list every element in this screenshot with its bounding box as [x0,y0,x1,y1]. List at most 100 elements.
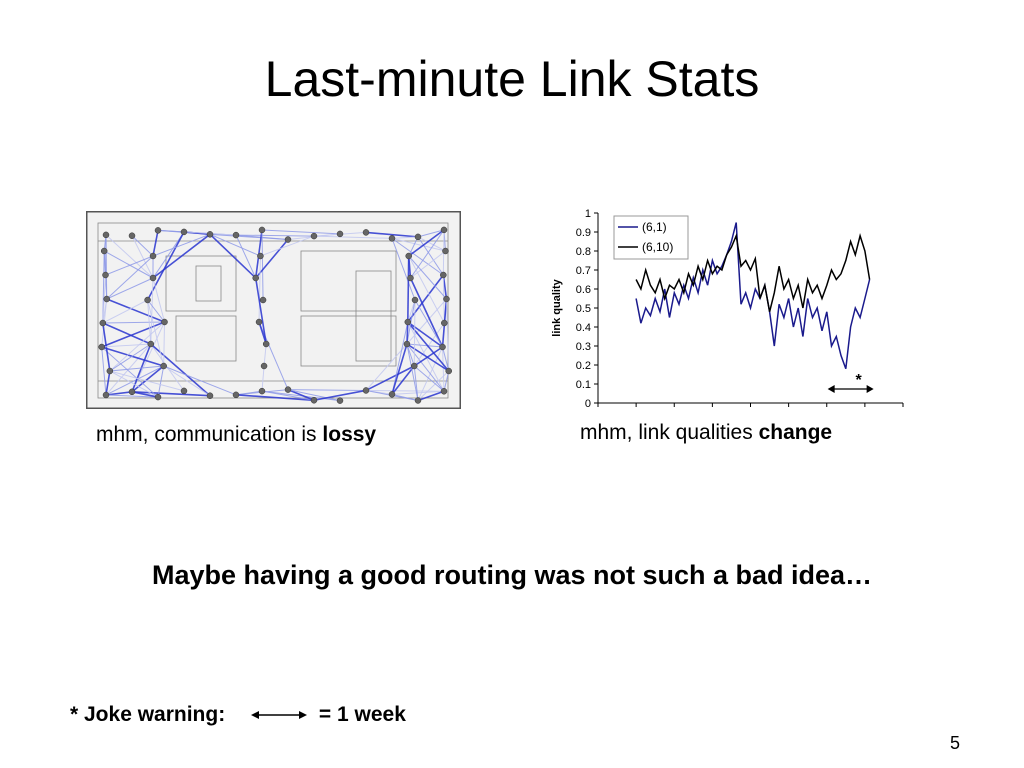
link [260,235,315,257]
link [391,237,444,276]
node [232,391,240,399]
link [102,322,152,345]
node [439,343,446,351]
link [255,239,289,279]
headline: Maybe having a good routing was not such… [151,560,873,590]
caption-left: mhm, communication is lossy [96,423,376,447]
y-tick-label: 0.5 [576,303,591,315]
link [106,255,154,300]
y-tick-label: 0.3 [576,341,591,353]
link [409,277,444,348]
link [131,235,154,279]
link [407,255,410,323]
link [414,299,443,348]
y-tick-label: 0.7 [576,265,591,277]
node [260,362,268,370]
link [408,255,445,324]
node [100,247,108,255]
link [258,255,261,323]
node [128,232,136,239]
node [362,229,370,236]
link [365,389,445,392]
link [365,343,408,391]
node [103,295,110,303]
link [406,343,445,392]
link [413,365,419,401]
link [152,233,211,257]
link [287,389,367,391]
link [443,370,450,392]
footnote: * Joke warning: = 1 week [70,703,406,727]
node [98,343,105,351]
link [101,346,107,396]
node [284,236,292,243]
node [258,387,266,395]
link [413,346,443,367]
annotation: * [856,372,863,389]
link [131,365,165,393]
node [102,271,109,279]
y-tick-label: 0 [585,398,591,410]
link [263,343,267,367]
caption-bold: change [758,421,833,444]
node [149,252,157,260]
node [310,232,318,240]
node [440,271,447,279]
link [417,236,444,276]
caption-text: mhm, link qualities [580,421,759,444]
node [106,367,114,375]
node [284,386,292,393]
node [403,340,411,348]
link [407,299,416,323]
y-tick-label: 0.4 [576,322,591,334]
chart: link quality 0 0.1 0.2 0.3 0.4 0.5 0.6 0.7 0.8 0.… [551,208,904,410]
link [147,299,152,345]
node [149,274,157,282]
nodes [98,226,452,404]
y-tick-label: 1 [585,208,591,220]
link [391,365,415,395]
link [287,389,341,402]
link [105,255,154,276]
link [146,231,185,301]
link [157,365,165,398]
links [101,229,450,402]
link [408,255,447,300]
link [163,365,211,397]
node [362,387,370,394]
y-tick-label: 0.2 [576,360,591,372]
node [99,319,107,327]
link [105,370,111,396]
link [261,229,264,301]
link [109,370,185,392]
link [235,234,257,279]
link [105,391,133,396]
link [413,365,445,392]
link [406,321,409,345]
legend-box [613,215,689,260]
link [109,365,164,372]
footnote-meaning: = 1 week [318,703,406,726]
link [152,230,159,257]
link [391,238,416,301]
node [404,318,412,326]
link [406,343,450,372]
node [410,362,418,370]
slide-title: Last-minute Link Stats [264,51,760,107]
link [235,394,315,402]
link [102,321,165,324]
link [209,233,257,279]
node [336,230,344,238]
link [365,231,419,238]
link [102,299,148,324]
link [417,390,445,402]
node [336,397,344,404]
network-map [86,211,461,409]
link [365,365,415,392]
node [255,318,263,326]
node [440,226,448,234]
node [180,387,188,395]
link [445,298,450,372]
link [408,229,445,257]
link [406,343,419,401]
